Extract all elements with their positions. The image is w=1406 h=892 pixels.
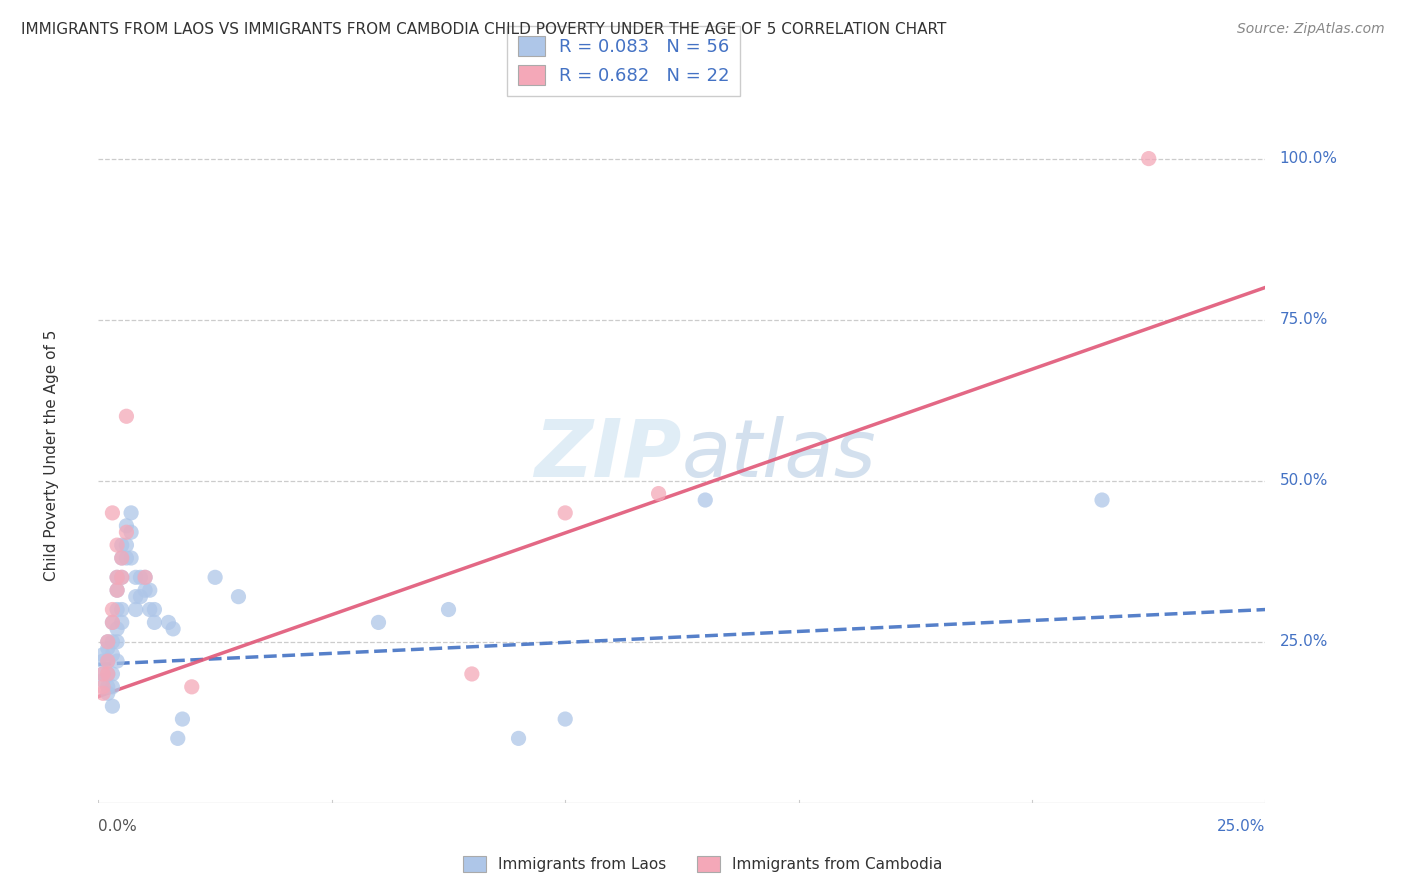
Text: 50.0%: 50.0% xyxy=(1279,473,1327,488)
Text: 100.0%: 100.0% xyxy=(1279,151,1337,166)
Point xyxy=(115,409,138,424)
Point xyxy=(97,667,120,681)
Point xyxy=(134,583,156,598)
Text: 25.0%: 25.0% xyxy=(1279,634,1327,649)
Point xyxy=(105,570,128,584)
Point xyxy=(120,506,142,520)
Point xyxy=(129,590,152,604)
Point xyxy=(695,493,717,508)
Point xyxy=(134,570,156,584)
Point xyxy=(101,506,124,520)
Point xyxy=(115,538,138,552)
Point xyxy=(120,525,142,540)
Point xyxy=(97,667,120,681)
Point xyxy=(143,602,166,616)
Text: IMMIGRANTS FROM LAOS VS IMMIGRANTS FROM CAMBODIA CHILD POVERTY UNDER THE AGE OF : IMMIGRANTS FROM LAOS VS IMMIGRANTS FROM … xyxy=(21,22,946,37)
Point xyxy=(228,590,250,604)
Text: ZIP: ZIP xyxy=(534,416,682,494)
Point xyxy=(105,622,128,636)
Point xyxy=(91,686,114,700)
Point xyxy=(437,602,460,616)
Legend: R = 0.083   N = 56, R = 0.682   N = 22: R = 0.083 N = 56, R = 0.682 N = 22 xyxy=(506,26,741,96)
Point xyxy=(101,648,124,662)
Point xyxy=(97,634,120,648)
Point xyxy=(1091,493,1114,508)
Point xyxy=(91,667,114,681)
Point xyxy=(166,731,188,746)
Point xyxy=(101,634,124,648)
Point xyxy=(554,506,576,520)
Point xyxy=(111,551,134,566)
Point xyxy=(1137,152,1160,166)
Text: Source: ZipAtlas.com: Source: ZipAtlas.com xyxy=(1237,22,1385,37)
Point xyxy=(204,570,226,584)
Point xyxy=(111,570,134,584)
Point xyxy=(172,712,194,726)
Legend: Immigrants from Laos, Immigrants from Cambodia: Immigrants from Laos, Immigrants from Ca… xyxy=(457,849,949,879)
Point xyxy=(101,602,124,616)
Point xyxy=(91,654,114,668)
Point xyxy=(105,634,128,648)
Point xyxy=(97,654,120,668)
Point xyxy=(143,615,166,630)
Point xyxy=(105,654,128,668)
Point xyxy=(554,712,576,726)
Point xyxy=(97,634,120,648)
Point xyxy=(91,673,114,688)
Point xyxy=(115,518,138,533)
Point xyxy=(111,602,134,616)
Point xyxy=(134,570,156,584)
Point xyxy=(115,551,138,566)
Point xyxy=(101,699,124,714)
Point xyxy=(105,570,128,584)
Point xyxy=(105,583,128,598)
Point xyxy=(105,583,128,598)
Point xyxy=(162,622,184,636)
Point xyxy=(508,731,530,746)
Point xyxy=(111,538,134,552)
Text: atlas: atlas xyxy=(682,416,877,494)
Point xyxy=(180,680,202,694)
Point xyxy=(91,667,114,681)
Point xyxy=(101,615,124,630)
Point xyxy=(111,551,134,566)
Point xyxy=(91,648,114,662)
Point xyxy=(139,602,162,616)
Point xyxy=(125,570,148,584)
Point xyxy=(111,615,134,630)
Point xyxy=(97,680,120,694)
Point xyxy=(125,590,148,604)
Point xyxy=(97,654,120,668)
Point xyxy=(367,615,389,630)
Point xyxy=(97,686,120,700)
Point xyxy=(101,615,124,630)
Point xyxy=(91,680,114,694)
Text: Child Poverty Under the Age of 5: Child Poverty Under the Age of 5 xyxy=(44,329,59,581)
Point xyxy=(157,615,180,630)
Point xyxy=(97,641,120,656)
Point xyxy=(139,583,162,598)
Point xyxy=(115,525,138,540)
Point xyxy=(111,570,134,584)
Point xyxy=(125,602,148,616)
Point xyxy=(101,680,124,694)
Point xyxy=(129,570,152,584)
Text: 75.0%: 75.0% xyxy=(1279,312,1327,327)
Text: 25.0%: 25.0% xyxy=(1218,819,1265,834)
Point xyxy=(461,667,484,681)
Text: 0.0%: 0.0% xyxy=(98,819,138,834)
Point xyxy=(105,538,128,552)
Point xyxy=(647,486,669,500)
Point xyxy=(120,551,142,566)
Point xyxy=(105,602,128,616)
Point xyxy=(101,667,124,681)
